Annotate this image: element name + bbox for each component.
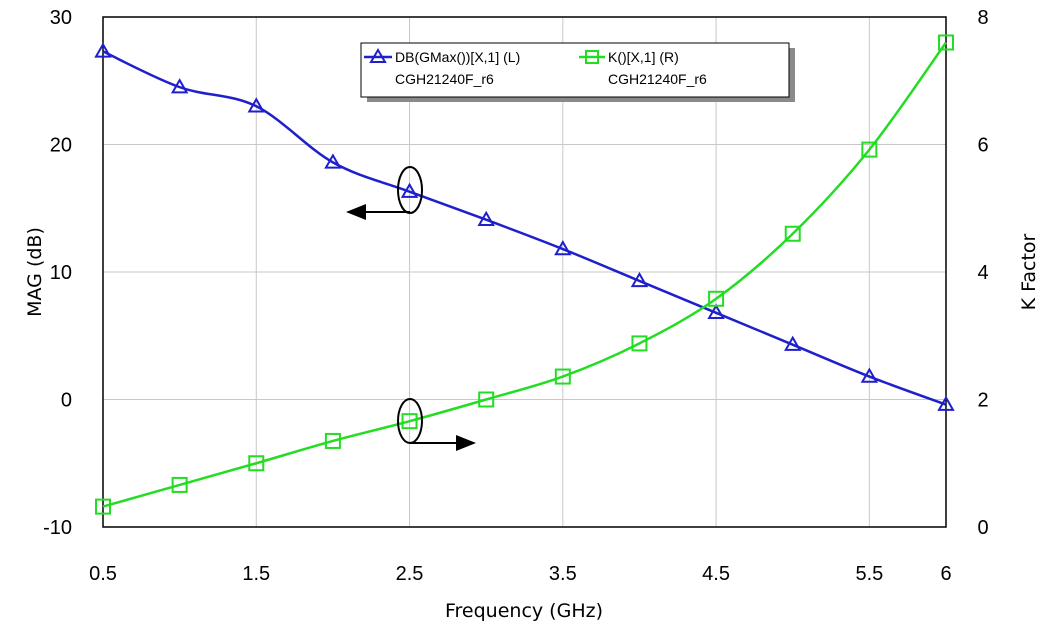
series-1-point-10 [860, 367, 879, 383]
series-1-point-5 [477, 210, 495, 226]
legend: DB(GMax())[X,1] (L) CGH21240F_r6 K()[X,1… [360, 42, 795, 102]
legend-marker-series-2 [585, 50, 599, 64]
series-1-point-6 [554, 240, 572, 256]
series-2-point-10 [861, 141, 878, 158]
x-tick-label-3: 3.5 [549, 563, 577, 585]
series-layer [94, 34, 955, 515]
y-right-tick-label-1: 6 [977, 135, 988, 157]
legend-box [360, 42, 790, 98]
x-axis-ticks: 0.5 1.5 2.5 3.5 4.5 5.5 6 [89, 563, 951, 585]
series-2-point-9 [784, 225, 801, 242]
legend-label-series-1: DB(GMax())[X,1] (L) [395, 49, 520, 65]
y-left-axis-ticks: 30 20 10 0 -10 [43, 7, 72, 539]
x-tick-label-5: 5.5 [855, 563, 883, 585]
series-2-point-2 [248, 455, 265, 472]
y-right-axis-label: K Factor [1018, 233, 1040, 310]
y-left-tick-label-1: 20 [50, 135, 72, 157]
x-tick-label-1: 1.5 [242, 563, 270, 585]
series-line-1 [102, 50, 947, 406]
series-1-point-0 [94, 42, 112, 58]
y-right-tick-label-3: 2 [977, 390, 988, 412]
x-tick-label-4: 4.5 [702, 563, 730, 585]
series-1-point-3 [324, 153, 342, 169]
x-tick-label-6: 6 [940, 563, 951, 585]
x-tick-label-2: 2.5 [396, 563, 424, 585]
y-left-tick-label-3: 0 [61, 390, 72, 412]
legend-marker-series-1 [369, 48, 387, 63]
series-2-point-6 [554, 368, 571, 385]
series-2-point-5 [478, 391, 495, 408]
legend-sublabel-series-2: CGH21240F_r6 [608, 71, 707, 87]
series-1-point-11 [937, 395, 955, 411]
series-1-point-4 [400, 182, 419, 198]
plot-area-border [102, 16, 947, 528]
y-left-axis-label: MAG (dB) [24, 227, 46, 317]
series-2-point-7 [631, 335, 648, 352]
series-1-point-8 [707, 303, 725, 320]
y-right-axis-ticks: 8 6 4 2 0 [977, 7, 988, 539]
y-left-tick-label-0: 30 [50, 7, 72, 29]
y-left-tick-label-4: -10 [43, 517, 72, 539]
series-1-point-7 [630, 271, 649, 288]
series-2-point-11 [938, 34, 954, 51]
series-2-point-8 [708, 290, 725, 307]
x-tick-label-0: 0.5 [89, 563, 117, 585]
series-2-point-4 [401, 413, 418, 430]
series-2-point-1 [171, 476, 188, 493]
series-line-2 [102, 41, 948, 508]
x-axis-label: Frequency (GHz) [445, 600, 603, 622]
y-right-tick-label-0: 8 [977, 7, 988, 29]
series-2-point-0 [95, 498, 111, 515]
series-1-point-2 [247, 97, 265, 113]
y-right-tick-label-2: 4 [977, 262, 988, 284]
series-1-point-1 [170, 78, 189, 94]
y-right-tick-label-4: 0 [977, 517, 988, 539]
legend-sublabel-series-1: CGH21240F_r6 [395, 71, 494, 87]
legend-label-series-2: K()[X,1] (R) [608, 49, 679, 65]
series-1-point-9 [784, 335, 802, 351]
series-2-point-3 [324, 432, 341, 449]
y-left-tick-label-2: 10 [50, 262, 72, 284]
annotation-right-axis-indicator [397, 398, 476, 451]
annotation-left-axis-indicator [346, 166, 423, 220]
